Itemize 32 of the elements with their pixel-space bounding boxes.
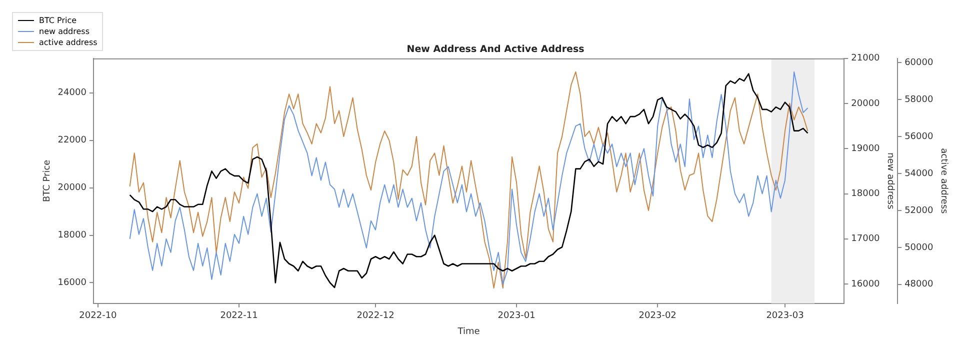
x-tick-label: 2023-02: [638, 311, 676, 322]
y2-tick-label: 21000: [851, 54, 880, 64]
y3-tick-label: 52000: [904, 206, 934, 216]
y3-tick-label: 50000: [904, 242, 934, 253]
y2-tick-label: 18000: [851, 189, 880, 200]
y2-tick-label: 16000: [851, 279, 880, 290]
x-axis-title: Time: [456, 326, 480, 337]
y3-tick-label: 58000: [904, 94, 934, 105]
y-tick-label: 24000: [58, 88, 87, 98]
x-tick-label: 2022-12: [356, 311, 394, 322]
y2-axis-title: new address: [884, 152, 895, 210]
y2-tick-label: 20000: [851, 98, 880, 109]
x-tick-label: 2022-11: [220, 311, 258, 322]
y3-tick-label: 54000: [904, 168, 934, 179]
y3-tick-label: 56000: [904, 132, 934, 142]
y-tick-label: 18000: [58, 230, 87, 241]
y2-tick-label: 19000: [851, 144, 880, 154]
legend-label: BTC Price: [39, 15, 77, 26]
y2-tick-label: 17000: [851, 234, 880, 244]
x-tick-label: 2023-03: [766, 311, 804, 322]
y-tick-label: 22000: [58, 136, 87, 146]
x-tick-label: 2022-10: [79, 311, 118, 322]
chart-title: New Address And Active Address: [406, 44, 585, 56]
y-tick-label: 20000: [58, 183, 87, 194]
y-axis-title: BTC Price: [42, 159, 53, 202]
legend-label: new address: [39, 26, 90, 37]
y3-axis-title: active address: [938, 148, 948, 214]
y3-tick-label: 48000: [904, 280, 934, 290]
x-tick-label: 2023-01: [498, 311, 536, 322]
y3-tick-label: 60000: [904, 58, 934, 68]
legend-label: active address: [39, 37, 98, 48]
y-tick-label: 16000: [58, 278, 87, 288]
